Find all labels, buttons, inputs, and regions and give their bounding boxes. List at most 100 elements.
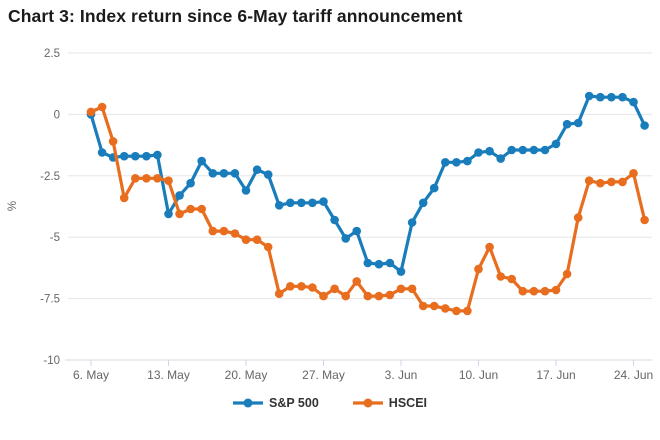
data-point [396, 284, 406, 294]
data-point [297, 198, 306, 208]
data-point [496, 154, 506, 163]
data-point [131, 174, 140, 183]
data-point [507, 274, 516, 284]
data-point [584, 176, 594, 185]
y-tick-label: -2.5 [40, 171, 60, 183]
data-point [119, 151, 129, 161]
y-tick-label: -7.5 [40, 294, 60, 306]
data-point [175, 191, 184, 200]
legend-label: HSCEI [388, 396, 427, 410]
data-point [363, 291, 373, 301]
data-point [263, 170, 273, 179]
data-point [330, 284, 339, 294]
y-tick-label: -5 [50, 232, 60, 244]
data-point [640, 121, 649, 130]
data-point [274, 201, 284, 210]
data-point [463, 156, 472, 166]
line-chart-canvas: 2.5 0 -2.5 -5 -7.5 -10% 6. May 13. May 20. May 27… [7, 48, 653, 382]
data-point [330, 215, 339, 225]
data-point [286, 198, 295, 208]
legend-item-hscei[interactable]: HSCEI [352, 396, 427, 410]
data-point [429, 301, 439, 311]
legend-label: S&P 500 [268, 396, 319, 410]
data-point [108, 137, 118, 146]
data-point [518, 145, 528, 155]
data-point [573, 118, 583, 128]
data-point [540, 286, 550, 296]
data-point [407, 218, 417, 227]
data-point [452, 158, 461, 167]
data-point [219, 169, 229, 178]
data-point [308, 283, 317, 292]
data-point [97, 102, 107, 112]
data-point [584, 91, 594, 101]
data-point [529, 145, 539, 155]
data-point [629, 97, 638, 107]
data-point [164, 209, 173, 219]
data-point [341, 291, 351, 301]
data-point [175, 209, 184, 219]
data-point [208, 169, 218, 178]
data-point [252, 165, 262, 174]
data-point [607, 92, 616, 102]
data-point [629, 169, 638, 178]
data-point [540, 145, 550, 155]
data-point [263, 242, 273, 252]
data-point [496, 272, 506, 281]
data-point [463, 306, 472, 316]
x-tick-label: 6. May [73, 368, 109, 382]
data-point [441, 158, 450, 167]
data-point [596, 178, 605, 188]
data-point [153, 174, 162, 183]
data-point [297, 282, 306, 291]
data-point [352, 277, 362, 286]
data-point [374, 291, 384, 301]
y-axis-title: % [7, 201, 19, 211]
data-point [640, 215, 649, 225]
data-point [230, 169, 240, 178]
data-point [529, 286, 539, 296]
series-line-0 [89, 94, 647, 274]
data-point [518, 286, 528, 296]
data-point [241, 186, 251, 195]
data-point [164, 176, 173, 185]
data-point [252, 235, 262, 244]
data-point [119, 193, 129, 203]
x-tick-label: 10. Jun [459, 368, 498, 382]
data-point [319, 291, 328, 301]
data-point [407, 284, 417, 294]
chart-title: Chart 3: Index return since 6-May tariff… [8, 6, 463, 26]
data-point [153, 150, 162, 160]
data-point [86, 107, 96, 117]
data-point [374, 259, 384, 269]
y-tick-label: -10 [43, 355, 60, 367]
legend-item-s-p-500[interactable]: S&P 500 [232, 396, 319, 410]
data-point [485, 146, 494, 156]
data-point [308, 198, 317, 208]
data-point [97, 148, 107, 157]
data-point [274, 289, 284, 299]
legend-marker-icon [232, 398, 263, 408]
series-line-1 [89, 105, 647, 313]
data-point [551, 139, 561, 149]
x-tick-label: 24. Jun [614, 368, 653, 382]
data-point [186, 178, 195, 188]
data-point [396, 267, 406, 276]
data-point [352, 226, 362, 236]
x-tick-label: 17. Jun [536, 368, 575, 382]
x-tick-label: 13. May [147, 368, 190, 382]
data-point [485, 242, 494, 252]
data-point [363, 258, 373, 268]
x-tick-label: 20. May [225, 368, 268, 382]
legend-marker-icon [352, 398, 383, 408]
data-point [341, 234, 351, 243]
data-point [219, 226, 229, 236]
data-point [607, 177, 616, 187]
data-point [452, 306, 461, 316]
data-point [418, 301, 428, 311]
data-point [474, 148, 483, 157]
y-tick-label: 0 [54, 109, 60, 121]
data-point [286, 282, 295, 291]
y-tick-label: 2.5 [44, 48, 60, 60]
